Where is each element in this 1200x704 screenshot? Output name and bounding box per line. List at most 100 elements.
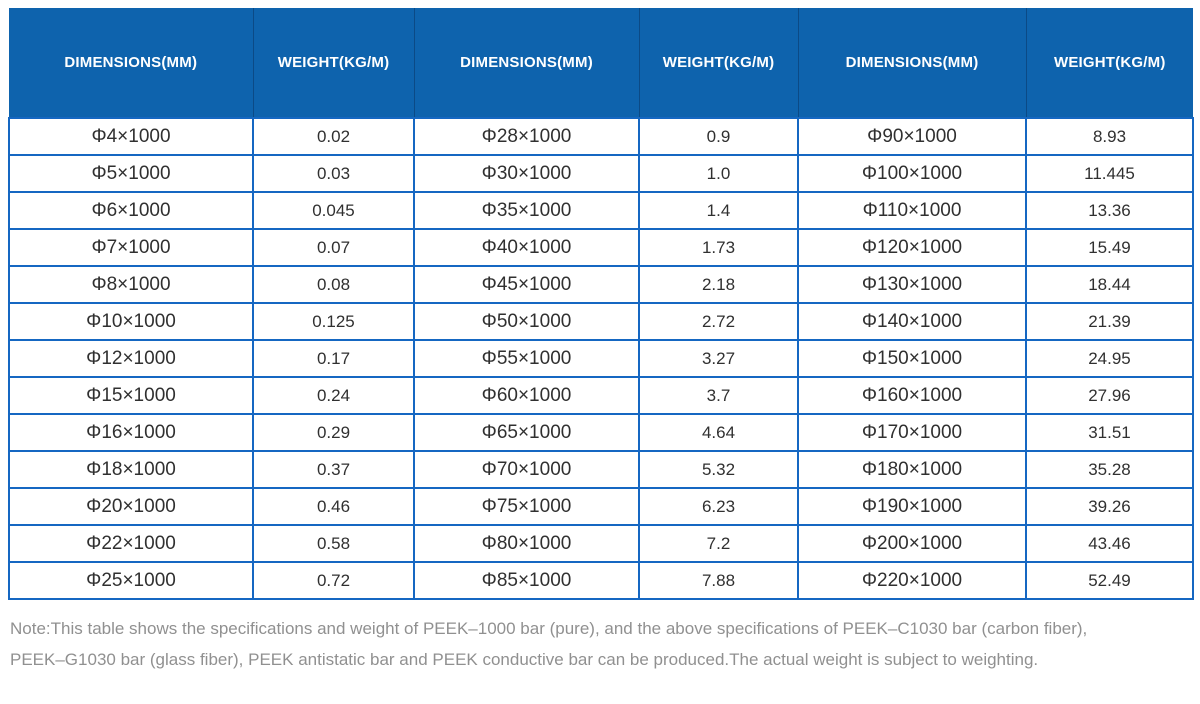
dimension-cell: Φ12×1000 bbox=[8, 339, 254, 378]
table-row: Φ10×1000 0.125 Φ50×1000 2.72 Φ140×1000 21.39 bbox=[8, 302, 1194, 341]
weight-cell: 24.95 bbox=[1025, 339, 1194, 378]
dimension-cell: Φ55×1000 bbox=[413, 339, 640, 378]
dimension-cell: Φ30×1000 bbox=[413, 154, 640, 193]
dimension-cell: Φ190×1000 bbox=[797, 487, 1027, 526]
weight-cell: 11.445 bbox=[1025, 154, 1194, 193]
spec-table: DIMENSIONS(MM) WEIGHT(KG/M) DIMENSIONS(M… bbox=[8, 8, 1194, 600]
table-body: Φ4×1000 0.02 Φ28×1000 0.9 Φ90×1000 8.93 Φ5×100… bbox=[8, 117, 1194, 600]
table-row: Φ15×1000 0.24 Φ60×1000 3.7 Φ160×1000 27.96 bbox=[8, 376, 1194, 415]
weight-cell: 6.23 bbox=[638, 487, 799, 526]
table-row: Φ16×1000 0.29 Φ65×1000 4.64 Φ170×1000 31.51 bbox=[8, 413, 1194, 452]
dimension-cell: Φ90×1000 bbox=[797, 117, 1027, 156]
weight-cell: 15.49 bbox=[1025, 228, 1194, 267]
note-text: Note:This table shows the specifications… bbox=[10, 613, 1190, 675]
table-row: Φ12×1000 0.17 Φ55×1000 3.27 Φ150×1000 24.95 bbox=[8, 339, 1194, 378]
dimension-cell: Φ150×1000 bbox=[797, 339, 1027, 378]
weight-cell: 0.03 bbox=[252, 154, 415, 193]
weight-cell: 0.29 bbox=[252, 413, 415, 452]
weight-cell: 0.02 bbox=[252, 117, 415, 156]
weight-cell: 0.08 bbox=[252, 265, 415, 304]
weight-cell: 39.26 bbox=[1025, 487, 1194, 526]
weight-cell: 4.64 bbox=[638, 413, 799, 452]
dimension-cell: Φ25×1000 bbox=[8, 561, 254, 600]
dimension-cell: Φ40×1000 bbox=[413, 228, 640, 267]
weight-cell: 7.2 bbox=[638, 524, 799, 563]
weight-cell: 1.0 bbox=[638, 154, 799, 193]
weight-cell: 7.88 bbox=[638, 561, 799, 600]
weight-cell: 3.7 bbox=[638, 376, 799, 415]
weight-cell: 0.24 bbox=[252, 376, 415, 415]
dimension-cell: Φ5×1000 bbox=[8, 154, 254, 193]
dimension-cell: Φ20×1000 bbox=[8, 487, 254, 526]
dimension-cell: Φ75×1000 bbox=[413, 487, 640, 526]
dimension-cell: Φ45×1000 bbox=[413, 265, 640, 304]
dimension-cell: Φ70×1000 bbox=[413, 450, 640, 489]
table-row: Φ22×1000 0.58 Φ80×1000 7.2 Φ200×1000 43.46 bbox=[8, 524, 1194, 563]
dimension-cell: Φ4×1000 bbox=[8, 117, 254, 156]
weight-cell: 43.46 bbox=[1025, 524, 1194, 563]
dimension-cell: Φ50×1000 bbox=[413, 302, 640, 341]
dimension-cell: Φ130×1000 bbox=[797, 265, 1027, 304]
column-header-weight-2: WEIGHT(KG/M) bbox=[638, 8, 798, 118]
weight-cell: 1.4 bbox=[638, 191, 799, 230]
dimension-cell: Φ220×1000 bbox=[797, 561, 1027, 600]
dimension-cell: Φ140×1000 bbox=[797, 302, 1027, 341]
dimension-cell: Φ10×1000 bbox=[8, 302, 254, 341]
dimension-cell: Φ28×1000 bbox=[413, 117, 640, 156]
dimension-cell: Φ100×1000 bbox=[797, 154, 1027, 193]
column-header-weight-3: WEIGHT(KG/M) bbox=[1025, 8, 1193, 118]
weight-cell: 31.51 bbox=[1025, 413, 1194, 452]
dimension-cell: Φ7×1000 bbox=[8, 228, 254, 267]
weight-cell: 2.72 bbox=[638, 302, 799, 341]
table-row: Φ4×1000 0.02 Φ28×1000 0.9 Φ90×1000 8.93 bbox=[8, 117, 1194, 156]
dimension-cell: Φ15×1000 bbox=[8, 376, 254, 415]
table-row: Φ8×1000 0.08 Φ45×1000 2.18 Φ130×1000 18.44 bbox=[8, 265, 1194, 304]
dimension-cell: Φ160×1000 bbox=[797, 376, 1027, 415]
dimension-cell: Φ200×1000 bbox=[797, 524, 1027, 563]
weight-cell: 13.36 bbox=[1025, 191, 1194, 230]
column-header-weight-1: WEIGHT(KG/M) bbox=[252, 8, 414, 118]
dimension-cell: Φ170×1000 bbox=[797, 413, 1027, 452]
dimension-cell: Φ22×1000 bbox=[8, 524, 254, 563]
column-header-dimensions-3: DIMENSIONS(MM) bbox=[797, 8, 1026, 118]
table-row: Φ7×1000 0.07 Φ40×1000 1.73 Φ120×1000 15.49 bbox=[8, 228, 1194, 267]
weight-cell: 52.49 bbox=[1025, 561, 1194, 600]
table-header-row: DIMENSIONS(MM) WEIGHT(KG/M) DIMENSIONS(M… bbox=[9, 8, 1193, 118]
weight-cell: 0.07 bbox=[252, 228, 415, 267]
dimension-cell: Φ110×1000 bbox=[797, 191, 1027, 230]
dimension-cell: Φ85×1000 bbox=[413, 561, 640, 600]
weight-cell: 35.28 bbox=[1025, 450, 1194, 489]
dimension-cell: Φ120×1000 bbox=[797, 228, 1027, 267]
weight-cell: 0.46 bbox=[252, 487, 415, 526]
weight-cell: 0.9 bbox=[638, 117, 799, 156]
weight-cell: 1.73 bbox=[638, 228, 799, 267]
weight-cell: 0.72 bbox=[252, 561, 415, 600]
dimension-cell: Φ65×1000 bbox=[413, 413, 640, 452]
weight-cell: 3.27 bbox=[638, 339, 799, 378]
page: DIMENSIONS(MM) WEIGHT(KG/M) DIMENSIONS(M… bbox=[8, 8, 1194, 675]
dimension-cell: Φ80×1000 bbox=[413, 524, 640, 563]
weight-cell: 0.58 bbox=[252, 524, 415, 563]
note-line-1: Note:This table shows the specifications… bbox=[10, 619, 1088, 638]
dimension-cell: Φ180×1000 bbox=[797, 450, 1027, 489]
weight-cell: 0.37 bbox=[252, 450, 415, 489]
weight-cell: 0.045 bbox=[252, 191, 415, 230]
table-row: Φ18×1000 0.37 Φ70×1000 5.32 Φ180×1000 35.28 bbox=[8, 450, 1194, 489]
dimension-cell: Φ16×1000 bbox=[8, 413, 254, 452]
dimension-cell: Φ35×1000 bbox=[413, 191, 640, 230]
dimension-cell: Φ6×1000 bbox=[8, 191, 254, 230]
weight-cell: 21.39 bbox=[1025, 302, 1194, 341]
weight-cell: 0.17 bbox=[252, 339, 415, 378]
table-row: Φ20×1000 0.46 Φ75×1000 6.23 Φ190×1000 39.26 bbox=[8, 487, 1194, 526]
weight-cell: 18.44 bbox=[1025, 265, 1194, 304]
table-row: Φ6×1000 0.045 Φ35×1000 1.4 Φ110×1000 13.36 bbox=[8, 191, 1194, 230]
column-header-dimensions-1: DIMENSIONS(MM) bbox=[9, 8, 253, 118]
dimension-cell: Φ8×1000 bbox=[8, 265, 254, 304]
note-line-2: PEEK–G1030 bar (glass fiber), PEEK antis… bbox=[10, 650, 1039, 669]
dimension-cell: Φ60×1000 bbox=[413, 376, 640, 415]
weight-cell: 27.96 bbox=[1025, 376, 1194, 415]
weight-cell: 5.32 bbox=[638, 450, 799, 489]
dimension-cell: Φ18×1000 bbox=[8, 450, 254, 489]
table-row: Φ5×1000 0.03 Φ30×1000 1.0 Φ100×1000 11.445 bbox=[8, 154, 1194, 193]
weight-cell: 8.93 bbox=[1025, 117, 1194, 156]
